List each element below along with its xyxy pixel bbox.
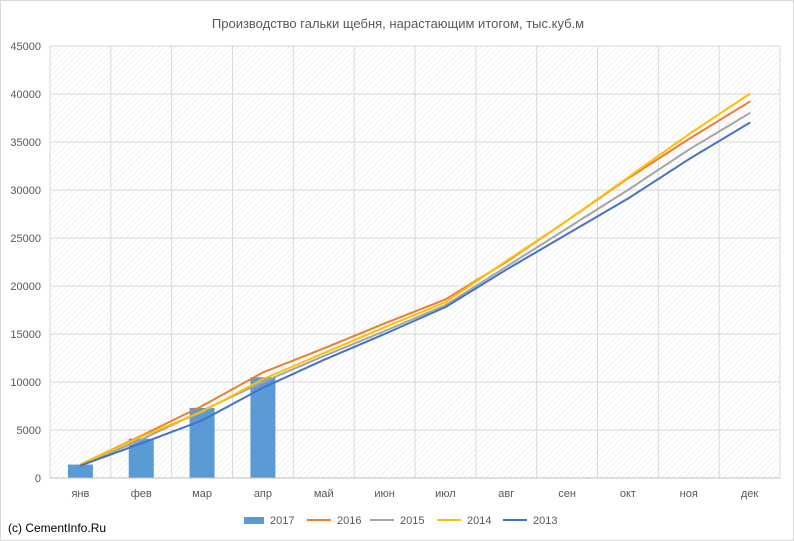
line-series-layer	[79, 93, 751, 467]
x-tick-label: янв	[71, 488, 89, 500]
y-tick-label: 45000	[10, 41, 41, 53]
x-tick-label: окт	[620, 488, 636, 500]
bar-series-layer	[67, 377, 276, 478]
legend-swatch-2017	[244, 517, 264, 524]
x-tick-label: мар	[192, 488, 212, 500]
legend-label-2013: 2013	[533, 515, 557, 527]
x-tick-label: июн	[374, 488, 394, 500]
y-tick-label: 30000	[10, 185, 41, 197]
y-tick-label: 25000	[10, 233, 41, 245]
bar-2017-янв	[67, 464, 93, 478]
y-tick-label: 20000	[10, 281, 41, 293]
chart-title: Производство гальки щебня, нарастающим и…	[212, 16, 584, 31]
legend-label-2016: 2016	[337, 515, 361, 527]
credit-text: (c) CementInfo.Ru	[8, 521, 106, 535]
x-tick-label: авг	[498, 488, 514, 500]
x-tick-label: фев	[131, 488, 152, 500]
y-tick-label: 40000	[10, 89, 41, 101]
x-tick-label: июл	[435, 488, 456, 500]
grid-lines	[49, 45, 781, 478]
y-tick-label: 15000	[10, 329, 41, 341]
x-tick-label: сен	[558, 488, 576, 500]
line-series-2016	[79, 100, 751, 466]
y-tick-label: 0	[35, 473, 41, 485]
line-series-2014	[79, 93, 751, 466]
y-tick-label: 5000	[17, 425, 41, 437]
legend-label-2014: 2014	[467, 515, 491, 527]
legend-label-2017: 2017	[270, 515, 294, 527]
x-tick-label: ноя	[680, 488, 698, 500]
x-axis-ticks: янв фев мар апр май июн июл авг сен окт ноя дек	[71, 488, 758, 500]
bar-2017-апр	[250, 377, 276, 478]
line-series-2013	[79, 121, 751, 467]
y-tick-label: 35000	[10, 137, 41, 149]
x-tick-label: апр	[254, 488, 272, 500]
bar-2017-мар	[189, 407, 215, 478]
x-tick-label: май	[314, 488, 334, 500]
x-tick-label: дек	[741, 488, 759, 500]
legend-label-2015: 2015	[400, 515, 424, 527]
legend: 2017 2016 2015 2014 2013	[244, 515, 557, 527]
y-tick-label: 10000	[10, 377, 41, 389]
bar-2017-фев	[128, 438, 154, 478]
y-axis-ticks: 0 5000 10000 15000 20000 25000 30000 35000 40000…	[10, 41, 41, 485]
